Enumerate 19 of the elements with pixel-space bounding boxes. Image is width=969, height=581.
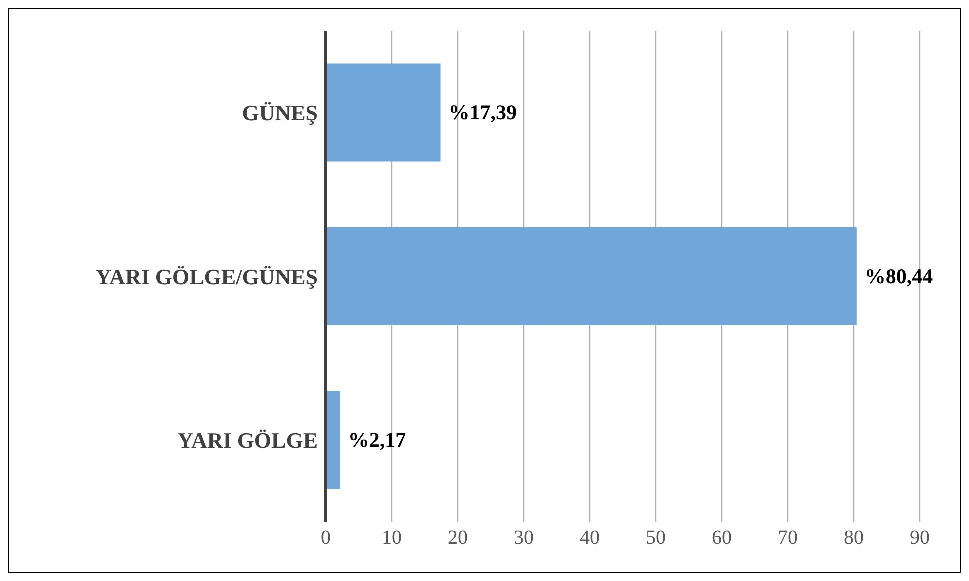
x-tick-label: 40	[580, 527, 600, 550]
x-tick-label: 60	[712, 527, 732, 550]
data-label: %2,17	[348, 428, 406, 452]
x-tick-label: 10	[382, 527, 402, 550]
x-tick-label: 50	[646, 527, 666, 550]
x-tick-label: 90	[910, 527, 930, 550]
x-tick-label: 30	[514, 527, 534, 550]
x-tick-label: 0	[321, 527, 331, 550]
bar	[326, 227, 857, 326]
data-label: %17,39	[448, 100, 518, 125]
x-tick-label: 20	[448, 527, 468, 550]
x-tick-label: 70	[778, 527, 798, 550]
y-tick-label: YARI GÖLGE	[178, 428, 318, 453]
x-tick-label: 80	[844, 527, 864, 550]
y-tick-label: YARI GÖLGE/GÜNEŞ	[96, 264, 318, 290]
bar	[326, 391, 340, 490]
bar	[326, 64, 441, 162]
data-label: %80,44	[864, 264, 934, 288]
y-tick-label: GÜNEŞ	[242, 100, 318, 126]
